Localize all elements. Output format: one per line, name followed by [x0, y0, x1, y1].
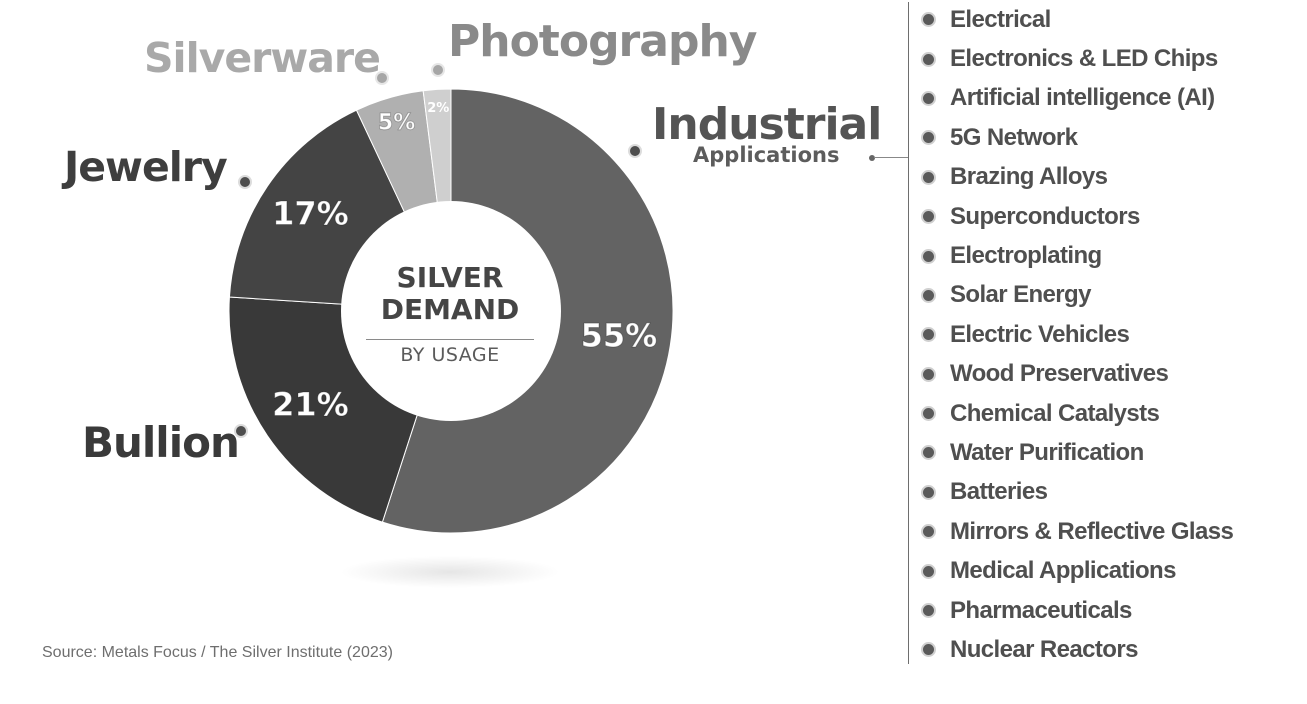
bullet-icon — [921, 12, 936, 28]
application-item: Medical Applications — [918, 551, 1233, 590]
application-label: Electrical — [950, 5, 1051, 33]
application-label: 5G Network — [950, 123, 1078, 151]
bullet-icon — [921, 603, 936, 619]
application-item: 5G Network — [918, 118, 1233, 157]
application-item: Artificial intelligence (AI) — [918, 79, 1233, 118]
application-label: Batteries — [950, 478, 1048, 506]
industrial-dot — [628, 144, 642, 158]
industrial-applications-list: Electrical Electronics & LED Chips Artific… — [918, 0, 1234, 670]
application-item: Electronics & LED Chips — [918, 39, 1233, 78]
application-label: Electroplating — [950, 242, 1102, 270]
label-industrial-sub: Applications — [693, 143, 840, 167]
bullet-icon — [921, 327, 936, 343]
donut-shadow — [340, 556, 560, 588]
bullet-icon — [921, 287, 936, 303]
application-item: Brazing Alloys — [918, 158, 1233, 197]
label-bullion: Bullion — [82, 418, 240, 467]
connector-dot — [869, 155, 875, 161]
application-item: Electric Vehicles — [918, 315, 1233, 354]
application-label: Electronics & LED Chips — [950, 45, 1218, 73]
value-label-industrial-applications: 55% — [581, 317, 658, 355]
application-label: Mirrors & Reflective Glass — [950, 517, 1234, 545]
application-label: Medical Applications — [950, 557, 1176, 585]
bullet-icon — [921, 484, 936, 500]
donut-hole — [341, 201, 561, 421]
application-label: Artificial intelligence (AI) — [950, 84, 1215, 112]
application-item: Mirrors & Reflective Glass — [918, 512, 1234, 551]
application-label: Solar Energy — [950, 281, 1091, 309]
bullet-icon — [921, 248, 936, 264]
bullet-icon — [921, 366, 936, 382]
source-note: Source: Metals Focus / The Silver Instit… — [42, 644, 393, 661]
label-jewelry: Jewelry — [64, 143, 228, 191]
application-label: Water Purification — [950, 438, 1144, 466]
bullet-icon — [921, 563, 936, 579]
bullet-icon — [921, 90, 936, 106]
bullet-icon — [921, 209, 936, 225]
label-industrial: Industrial — [652, 99, 882, 150]
photography-dot — [431, 63, 445, 77]
application-label: Chemical Catalysts — [950, 399, 1160, 427]
value-label-silverware: 5% — [378, 111, 415, 136]
application-item: Electroplating — [918, 236, 1233, 275]
application-item: Wood Preservatives — [918, 355, 1233, 394]
center-title-line1: SILVER — [396, 261, 504, 294]
bullet-icon — [921, 445, 936, 461]
bullion-dot — [234, 424, 248, 438]
application-item: Nuclear Reactors — [918, 630, 1233, 669]
list-divider-line — [908, 2, 909, 664]
value-label-bullion: 21% — [272, 386, 349, 424]
application-item: Electrical — [918, 0, 1233, 39]
application-label: Pharmaceuticals — [950, 596, 1132, 624]
bullet-icon — [921, 130, 936, 146]
bullet-icon — [921, 524, 936, 540]
application-label: Nuclear Reactors — [950, 635, 1138, 663]
application-label: Wood Preservatives — [950, 360, 1169, 388]
center-divider — [366, 339, 534, 340]
bullet-icon — [921, 169, 936, 185]
jewelry-dot — [238, 175, 252, 189]
application-item: Water Purification — [918, 433, 1233, 472]
application-item: Batteries — [918, 473, 1233, 512]
center-subtitle: BY USAGE — [400, 344, 500, 366]
bullet-icon — [921, 642, 936, 658]
application-label: Superconductors — [950, 202, 1140, 230]
label-photography: Photography — [448, 16, 757, 67]
application-item: Pharmaceuticals — [918, 591, 1233, 630]
silverware-dot — [375, 71, 389, 85]
application-label: Electric Vehicles — [950, 320, 1130, 348]
bullet-icon — [921, 51, 936, 67]
donut-chart: 55% 21% 17% 5% 2% — [228, 88, 674, 588]
industrial-connector — [874, 157, 908, 158]
label-silverware: Silverware — [144, 34, 381, 82]
application-label: Brazing Alloys — [950, 163, 1108, 191]
bullet-icon — [921, 406, 936, 422]
center-title-line2: DEMAND — [380, 293, 520, 326]
value-label-jewelry: 17% — [272, 194, 349, 232]
application-item: Chemical Catalysts — [918, 394, 1233, 433]
application-item: Superconductors — [918, 197, 1233, 236]
application-item: Solar Energy — [918, 276, 1233, 315]
value-label-photography: 2% — [427, 101, 449, 116]
